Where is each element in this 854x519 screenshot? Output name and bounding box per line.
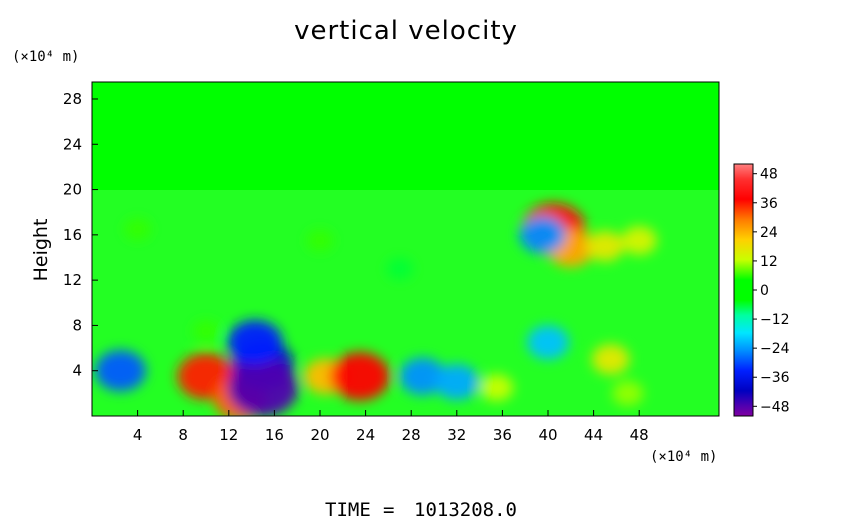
colorbar-tick-label: −48 (760, 399, 790, 415)
x-tick-label: 36 (493, 426, 512, 444)
field-feature-14 (519, 216, 566, 254)
time-equals: = (383, 499, 394, 519)
plot-frame (91, 81, 720, 417)
y-unit-label: (×10⁴ m) (12, 49, 79, 65)
time-value: 1013208.0 (414, 499, 517, 519)
velocity-field (95, 203, 657, 416)
x-tick-label: 48 (630, 426, 649, 444)
field-feature-4 (227, 359, 299, 416)
x-tick-label: 28 (402, 426, 421, 444)
colorbar-tick-label: 36 (760, 196, 778, 212)
colorbar-tick-label: −36 (760, 370, 790, 386)
x-tick-label: 4 (133, 426, 143, 444)
x-tick-label: 20 (310, 426, 329, 444)
x-unit-label: (×10⁴ m) (650, 449, 717, 465)
y-tick-label: 16 (63, 226, 82, 244)
x-tick-label: 40 (538, 426, 557, 444)
field-feature-22 (527, 325, 569, 360)
x-tick-label: 24 (356, 426, 375, 444)
colorbar-tick-label: 24 (760, 225, 778, 241)
x-tick-label: 44 (584, 426, 603, 444)
y-tick-label: 4 (72, 362, 82, 380)
field-feature-10 (434, 364, 479, 400)
colorbar-tick-label: 48 (760, 167, 778, 183)
y-tick-label: 12 (63, 271, 82, 289)
field-feature-20 (192, 320, 220, 342)
y-tick-label: 20 (63, 181, 82, 199)
field-feature-0 (95, 350, 146, 392)
field-feature-17 (591, 344, 630, 375)
y-axis-label: Height (30, 219, 52, 282)
field-feature-19 (124, 218, 151, 240)
field-feature-18 (612, 380, 644, 406)
colorbar-tick-label: 0 (760, 283, 769, 299)
field-feature-5 (227, 320, 283, 365)
y-axis-ticks: 4 8 12 16 20 24 28 (63, 90, 98, 380)
field-feature-15 (586, 230, 624, 262)
field-feature-7 (330, 352, 390, 401)
x-axis-ticks: 4 8 12 16 20 24 28 32 36 40 44 48 (133, 410, 649, 444)
colorbar-gradient (733, 163, 754, 417)
field-feature-9 (399, 357, 446, 396)
colorbar-tick-label: 12 (760, 254, 778, 270)
y-tick-label: 28 (63, 90, 82, 108)
colorbar-tick-label: −24 (760, 341, 790, 357)
x-tick-label: 8 (178, 426, 188, 444)
field-feature-11 (480, 374, 514, 402)
colorbar: 48 36 24 12 0 −12 −24 −36 −48 (733, 163, 790, 417)
colorbar-tick-label: −12 (760, 312, 790, 328)
field-feature-21 (386, 258, 414, 280)
time-label: TIME (325, 499, 371, 519)
x-tick-label: 16 (265, 426, 284, 444)
y-tick-label: 8 (72, 316, 82, 334)
field-feature-16 (621, 226, 657, 255)
y-tick-label: 24 (63, 135, 82, 153)
x-tick-label: 32 (447, 426, 466, 444)
plot-area (91, 81, 720, 417)
time-readout: TIME = 1013208.0 (325, 499, 517, 519)
x-tick-label: 12 (219, 426, 238, 444)
field-feature-8 (306, 229, 334, 252)
chart-title: vertical velocity (294, 16, 518, 46)
colorbar-ticks: 48 36 24 12 0 −12 −24 −36 −48 (753, 167, 790, 415)
